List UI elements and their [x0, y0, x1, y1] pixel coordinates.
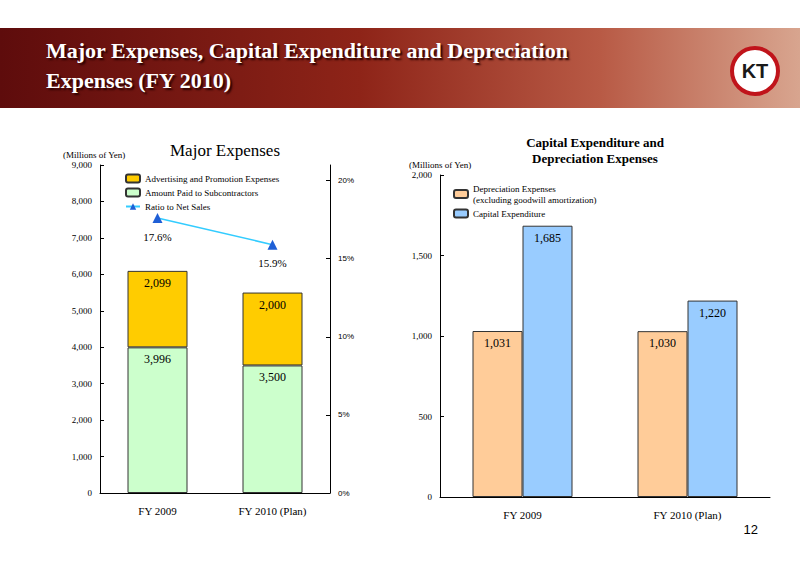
svg-text:Depreciation Expenses: Depreciation Expenses	[473, 184, 556, 194]
svg-text:0%: 0%	[338, 489, 350, 498]
svg-text:Advertising and Promotion Expe: Advertising and Promotion Expenses	[145, 174, 280, 184]
svg-text:500: 500	[419, 412, 433, 422]
html-text:Major Expenses, Capital Expend: Major Expenses, Capital Expenditure and …	[46, 38, 568, 93]
svg-text:Depreciation Expenses: Depreciation Expenses	[532, 151, 658, 166]
svg-text:1,031: 1,031	[484, 336, 511, 350]
svg-text:FY 2010 (Plan): FY 2010 (Plan)	[653, 509, 721, 522]
svg-text:4,000: 4,000	[72, 342, 93, 352]
svg-text:15%: 15%	[338, 254, 354, 263]
svg-text:(Millions of Yen): (Millions of Yen)	[63, 150, 125, 160]
svg-text:1,000: 1,000	[72, 452, 93, 462]
svg-text:5,000: 5,000	[72, 306, 93, 316]
svg-text:8,000: 8,000	[72, 196, 93, 206]
svg-text:1,220: 1,220	[699, 306, 726, 320]
svg-text:3,500: 3,500	[259, 370, 286, 384]
svg-text:6,000: 6,000	[72, 269, 93, 279]
svg-text:Capital Expenditure and: Capital Expenditure and	[526, 135, 665, 150]
svg-text:20%: 20%	[338, 176, 354, 185]
svg-text:1,685: 1,685	[534, 231, 561, 245]
svg-text:2,099: 2,099	[144, 276, 171, 290]
svg-text:(Millions of Yen): (Millions of Yen)	[409, 160, 471, 170]
svg-text:3,996: 3,996	[144, 352, 171, 366]
svg-text:FY 2009: FY 2009	[138, 505, 177, 517]
svg-text:15.9%: 15.9%	[258, 257, 286, 269]
svg-text:9,000: 9,000	[72, 160, 93, 170]
svg-text:3,000: 3,000	[72, 379, 93, 389]
svg-text:1,030: 1,030	[649, 336, 676, 350]
html-text:12: 12	[743, 522, 758, 537]
svg-text:Capital Expenditure: Capital Expenditure	[473, 209, 545, 219]
svg-text:1,500: 1,500	[412, 251, 433, 261]
svg-text:Major Expenses: Major Expenses	[170, 141, 280, 160]
svg-text:FY 2010 (Plan): FY 2010 (Plan)	[238, 505, 306, 518]
svg-text:1,000: 1,000	[412, 331, 433, 341]
svg-text:Ratio to Net Sales: Ratio to Net Sales	[145, 202, 211, 212]
svg-text:0: 0	[428, 492, 433, 502]
svg-text:10%: 10%	[338, 332, 354, 341]
svg-text:FY 2009: FY 2009	[503, 509, 542, 521]
svg-text:7,000: 7,000	[72, 233, 93, 243]
svg-text:17.6%: 17.6%	[143, 231, 171, 243]
svg-text:2,000: 2,000	[259, 298, 286, 312]
svg-text:0: 0	[88, 488, 93, 498]
svg-text:2,000: 2,000	[412, 170, 433, 180]
svg-text:5%: 5%	[338, 410, 350, 419]
svg-text:Amount Paid to Subcontractors: Amount Paid to Subcontractors	[145, 188, 259, 198]
svg-text:(excluding goodwill amortizati: (excluding goodwill amortization)	[473, 195, 596, 205]
svg-text:2,000: 2,000	[72, 415, 93, 425]
html-text:KT: KT	[741, 60, 769, 82]
